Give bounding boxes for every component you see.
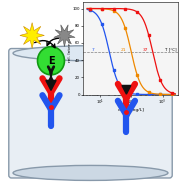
Polygon shape <box>46 80 56 90</box>
Circle shape <box>37 47 64 75</box>
Polygon shape <box>122 85 131 94</box>
Polygon shape <box>54 25 75 47</box>
Ellipse shape <box>13 46 168 61</box>
Text: E: E <box>48 56 54 66</box>
Polygon shape <box>20 23 44 48</box>
FancyBboxPatch shape <box>9 49 172 178</box>
Ellipse shape <box>13 165 168 180</box>
